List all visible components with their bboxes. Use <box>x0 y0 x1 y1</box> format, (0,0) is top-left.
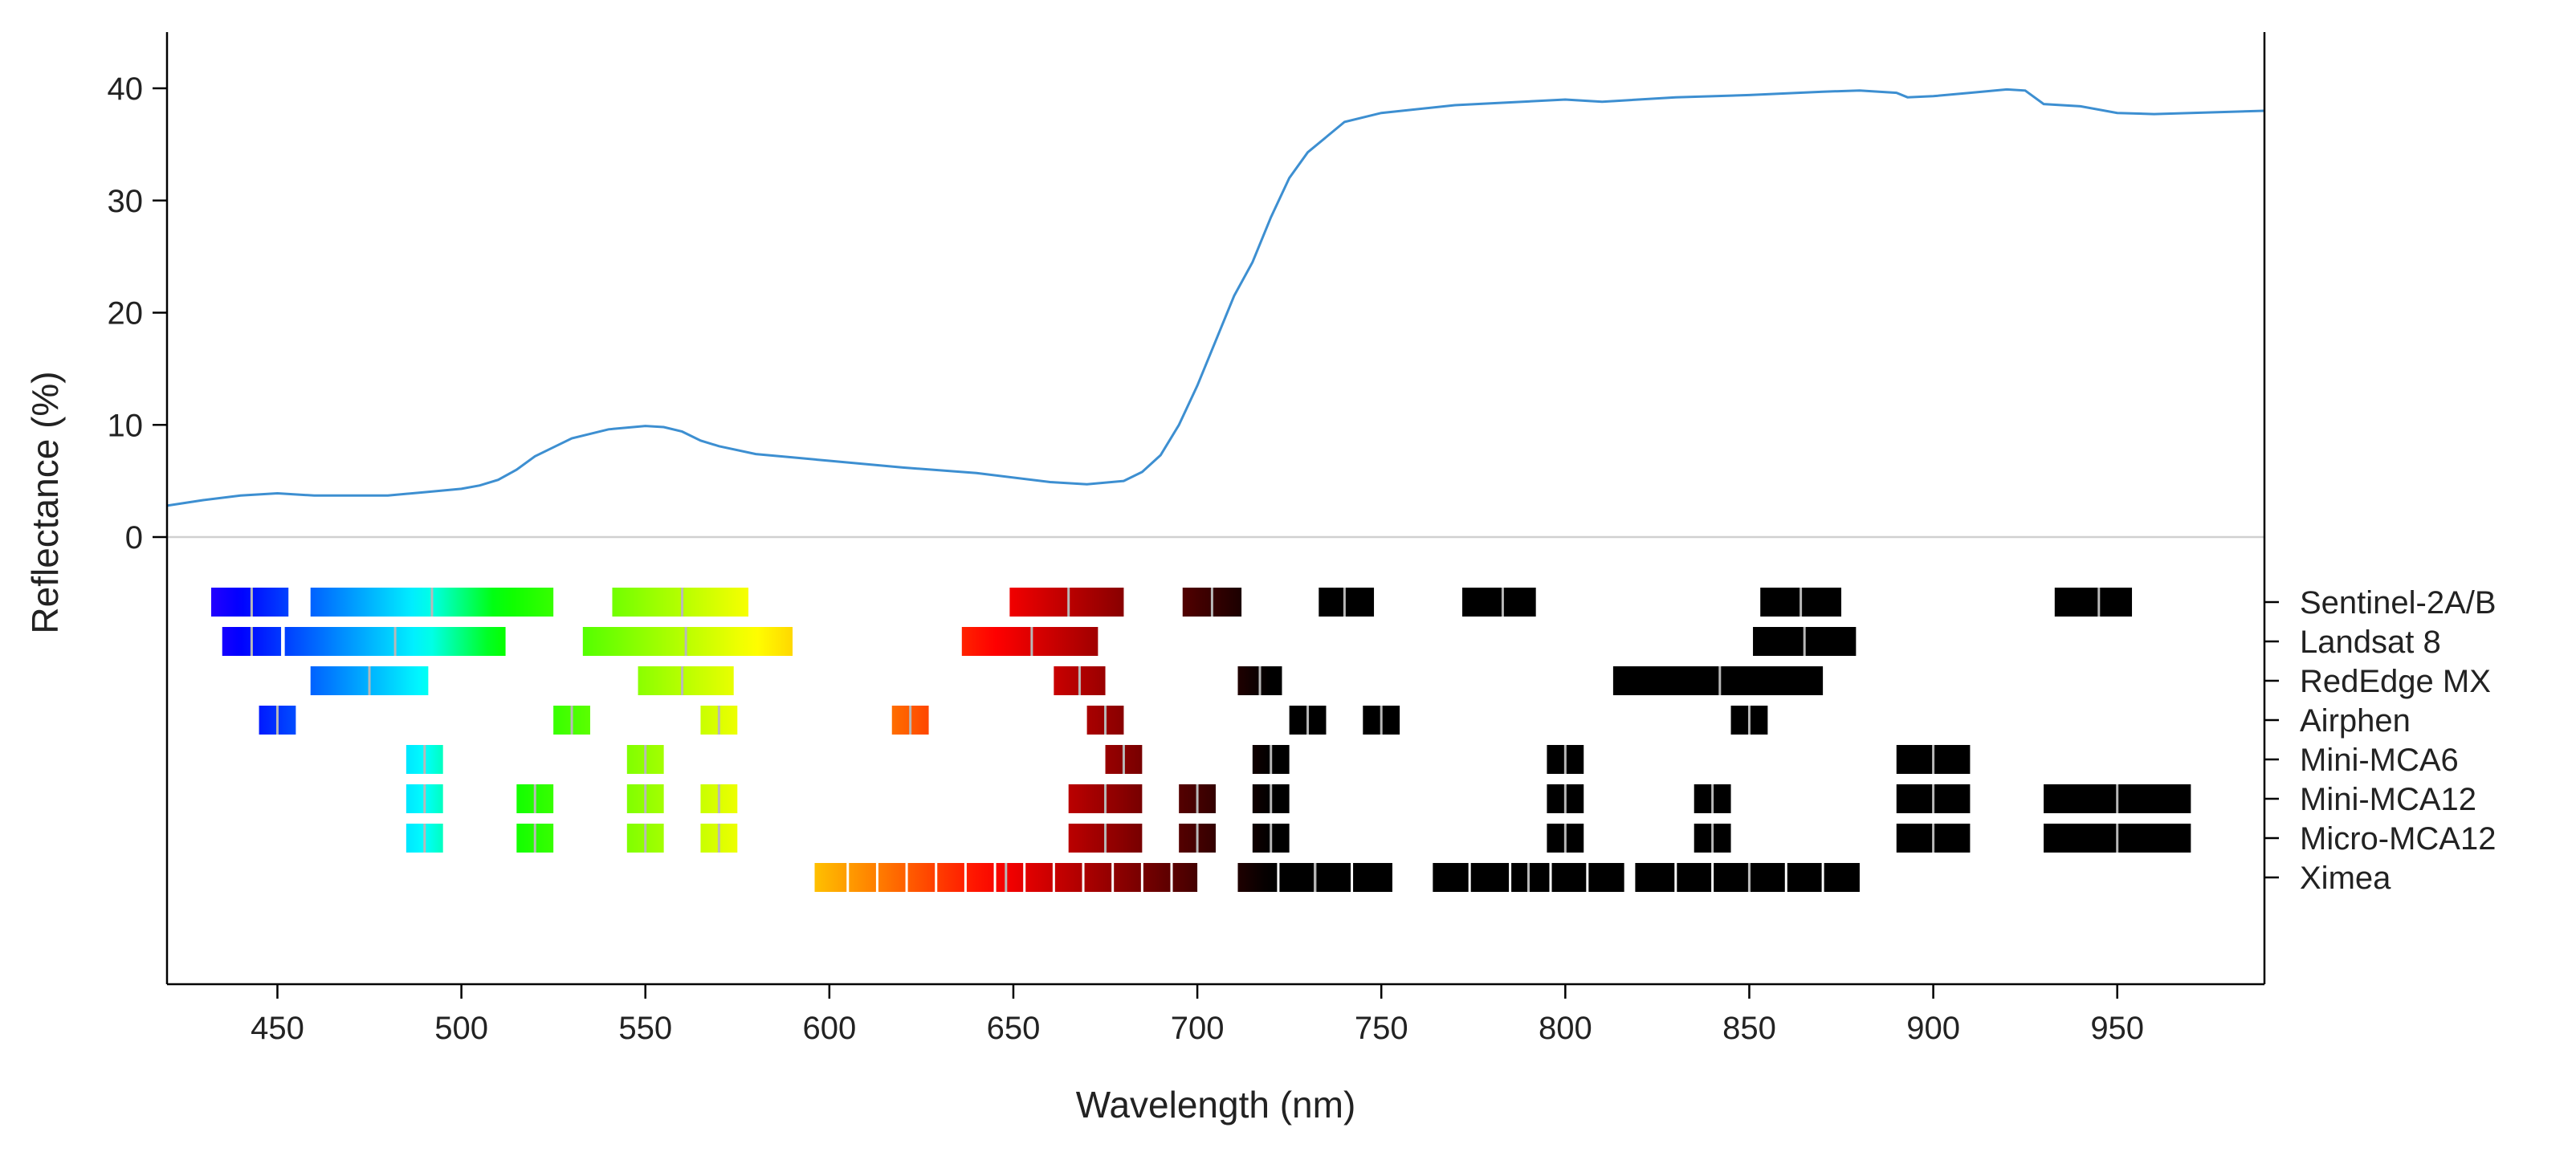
sensor-label: Mini-MCA6 <box>2300 743 2459 778</box>
x-tick-label: 550 <box>618 1011 672 1046</box>
y-tick-label: 10 <box>108 408 144 443</box>
x-tick-label: 750 <box>1355 1011 1408 1046</box>
x-tick-label: 900 <box>1906 1011 1960 1046</box>
spectral-band <box>1009 588 1124 617</box>
sensor-row <box>310 666 1824 695</box>
spectral-band <box>1462 588 1536 617</box>
reflectance-curve <box>166 88 2265 507</box>
x-tick-label: 650 <box>987 1011 1041 1046</box>
sensor-label: Micro-MCA12 <box>2300 821 2496 857</box>
sensor-row <box>406 784 2191 813</box>
sensor-label: Airphen <box>2300 703 2411 739</box>
x-tick-label: 450 <box>251 1011 304 1046</box>
sensor-label: Landsat 8 <box>2300 625 2441 660</box>
spectral-band <box>2054 588 2133 617</box>
x-axis: 450 500 550 600 650 700 750 800 850 900 950 <box>167 983 2264 1046</box>
sensor-row <box>259 706 1768 735</box>
sensor-row <box>210 588 2133 617</box>
y-tick-label: 0 <box>125 520 143 556</box>
spectral-band <box>961 627 1098 656</box>
x-tick-label: 600 <box>802 1011 856 1046</box>
sensor-row <box>814 863 1860 892</box>
sensor-row <box>406 824 2191 853</box>
spectral-band <box>210 588 289 617</box>
sensor-label: Mini-MCA12 <box>2300 782 2476 817</box>
sensor-row <box>406 745 1971 774</box>
spectral-band <box>638 666 734 695</box>
spectral-band <box>582 627 793 656</box>
sensor-row <box>222 627 1857 656</box>
x-axis-title: Wavelength (nm) <box>1076 1084 1356 1125</box>
x-tick-label: 500 <box>434 1011 488 1046</box>
spectral-band <box>1612 666 1824 695</box>
x-tick-label: 700 <box>1171 1011 1225 1046</box>
sensor-label: RedEdge MX <box>2300 664 2491 699</box>
sensor-label: Sentinel-2A/B <box>2300 585 2497 621</box>
spectral-band <box>612 588 749 617</box>
sensor-label: Ximea <box>2300 861 2391 896</box>
y-tick-label: 30 <box>108 184 144 219</box>
spectral-band <box>1319 588 1375 617</box>
y-tick-label: 40 <box>108 71 144 107</box>
y-axis-title: Reflectance (%) <box>24 371 66 633</box>
x-tick-label: 950 <box>2090 1011 2144 1046</box>
y-axis: 0 10 20 30 40 <box>108 32 169 984</box>
y-tick-label: 20 <box>108 296 144 332</box>
x-tick-label: 800 <box>1539 1011 1592 1046</box>
x-tick-label: 850 <box>1722 1011 1776 1046</box>
sensor-axis: Sentinel-2A/B Landsat 8 RedEdge MX Airphen M… <box>2263 32 2497 984</box>
plot-area <box>166 88 2265 892</box>
spectral-band <box>1635 863 1860 892</box>
